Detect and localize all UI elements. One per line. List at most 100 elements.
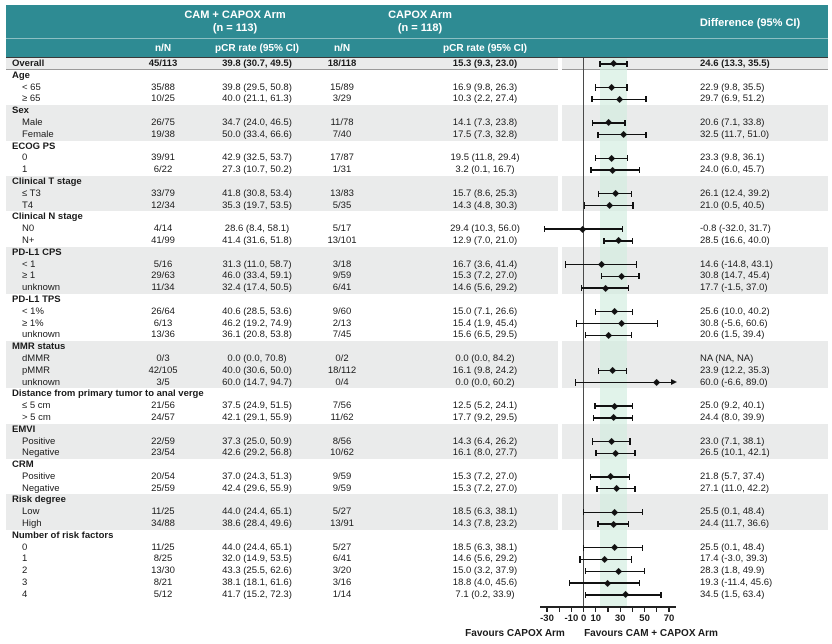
ci-cap-low: [583, 509, 585, 516]
ci-cap-low: [583, 544, 585, 551]
arm1-pcr-rate: 38.1 (18.1, 61.6): [222, 577, 292, 589]
table-body: Overall 45/113 39.8 (30.7, 49.5) 18/118 15.3…: [6, 58, 828, 601]
arm1-pcr-rate: 42.4 (29.6, 55.9): [222, 482, 292, 494]
axis-tick-label: 30: [614, 613, 626, 624]
difference-value: 17.7 (-1.5, 37.0): [700, 282, 768, 294]
arm2-pcr-rate: 14.3 (7.8, 23.2): [452, 518, 518, 530]
arm1-n-over-N: 35/88: [151, 81, 175, 93]
difference-value: 30.8 (14.7, 45.4): [700, 270, 770, 282]
arm1-pcr-rate: 37.3 (25.0, 50.9): [222, 435, 292, 447]
arm1-n-over-N: 8/21: [153, 577, 173, 589]
group-header-row: Clinical N stage: [6, 211, 828, 223]
arm2-n-over-N: 5/17: [332, 223, 352, 235]
arm1-pcr-rate: 44.0 (24.4, 65.1): [222, 541, 292, 553]
subgroup-label: T4: [22, 199, 34, 211]
arm2-n-over-N: 13/83: [330, 187, 354, 199]
difference-value: 34.5 (1.5, 63.4): [700, 588, 765, 600]
arm2-n-over-N: 2/13: [332, 317, 352, 329]
difference-value: 29.7 (6.9, 51.2): [700, 93, 765, 105]
arm1-n-over-N: 42/105: [148, 364, 178, 376]
subgroup-label: 1: [22, 553, 28, 565]
subgroup-data-row: Positive 22/59 37.3 (25.0, 50.9) 8/56 14.3 (…: [6, 435, 828, 448]
difference-value: 25.6 (10.0, 40.2): [700, 305, 770, 317]
ci-cap-low: [585, 568, 587, 575]
subgroup-data-row: 1 6/22 27.3 (10.7, 50.2) 1/31 3.2 (0.1, 16.7…: [6, 164, 828, 176]
arm2-n-over-N: 3/29: [332, 93, 352, 105]
arm2-pcr-rate: 14.1 (7.3, 23.8): [452, 116, 518, 128]
group-header-row: PD-L1 CPS: [6, 246, 828, 259]
ci-cap-low: [594, 155, 597, 162]
arm1-n-over-N: 26/75: [151, 116, 175, 128]
subgroup-label: pMMR: [22, 364, 50, 376]
ci-cap-low: [574, 379, 577, 386]
subgroup-label: Age: [12, 69, 30, 81]
subgroup-data-row: Male 26/75 34.7 (24.0, 46.5) 11/78 14.1 (7.3…: [6, 116, 828, 129]
arm1-n-over-N: 4/14: [153, 223, 173, 235]
group-header-row: CRM: [6, 459, 828, 471]
axis-tick-label: 10: [590, 613, 602, 624]
subgroup-data-row: < 1% 26/64 40.6 (28.5, 53.6) 9/60 15.0 (7.1,…: [6, 306, 828, 318]
arm1-n-over-N: 41/99: [151, 234, 175, 246]
difference-value: 19.3 (-11.4, 45.6): [700, 577, 773, 589]
arm2-pcr-rate: 15.3 (9.3, 23.0): [452, 58, 518, 69]
ci-cap-low: [583, 202, 585, 209]
ci-cap-high: [645, 96, 647, 103]
arm1-pcr-rate: 60.0 (14.7, 94.7): [222, 376, 292, 388]
ci-cap-high: [630, 190, 633, 197]
difference-value: 24.6 (13.3, 35.5): [700, 58, 770, 69]
axis-tick: [668, 607, 670, 612]
subgroup-label: EMVI: [12, 423, 36, 435]
subgroup-data-row: ≥ 65 10/25 40.0 (21.1, 61.3) 3/29 10.3 (2.2,…: [6, 93, 828, 105]
header-underline: [6, 57, 828, 58]
arm1-n-over-N: 11/25: [151, 541, 175, 553]
arm2-n-over-N: 3/16: [332, 577, 352, 589]
subgroup-data-row: unknown 11/34 32.4 (17.4, 50.5) 6/41 14.6 (5…: [6, 282, 828, 294]
difference-value: 21.0 (0.5, 40.5): [700, 199, 765, 211]
arm2-n-over-N: 9/59: [332, 470, 352, 482]
arm2-n-over-N: 7/56: [332, 400, 352, 412]
subgroup-data-row: ≤ 5 cm 21/56 37.5 (24.9, 51.5) 7/56 12.5 (5.…: [6, 400, 828, 412]
ci-cap-high: [638, 273, 640, 280]
subgroup-label: Risk degree: [12, 494, 66, 506]
arm2-n-over-N: 0/4: [335, 376, 349, 388]
difference-value: 21.8 (5.7, 37.4): [700, 470, 765, 482]
ci-cap-high: [634, 485, 636, 492]
arm2-n-over-N: 9/60: [332, 305, 352, 317]
arm1-n-over-N: 33/79: [151, 187, 175, 199]
ci-cap-low: [589, 473, 592, 481]
ci-cap-high: [624, 119, 626, 127]
difference-value: 27.1 (11.0, 42.2): [700, 482, 770, 494]
ci-cap-high: [643, 568, 646, 575]
arm1-pcr-rate: 34.7 (24.0, 46.5): [222, 116, 292, 128]
axis-tick: [595, 607, 597, 612]
arm1-n-over-N: 5/16: [153, 258, 173, 270]
group-header-row: Risk degree: [6, 494, 828, 507]
arm1-n-over-N: 6/13: [153, 317, 173, 329]
arm1-n-over-N: 11/25: [151, 506, 175, 518]
ci-cap-high: [627, 520, 629, 528]
ci-cap-low: [597, 131, 599, 138]
arm2-pcr-rate: 14.3 (4.8, 30.3): [452, 199, 518, 211]
difference-value: 20.6 (1.5, 39.4): [700, 329, 765, 341]
subgroup-label: 3: [22, 577, 28, 589]
arm2-n-over-N: 0/2: [335, 352, 349, 364]
ci-cap-low: [594, 84, 597, 91]
arm2-column-header: CAPOX Arm (n = 118): [330, 9, 510, 35]
arm1-pcr-rate: 42.1 (29.1, 55.9): [222, 411, 292, 423]
arm2-n-over-N: 5/27: [332, 541, 352, 553]
subgroup-data-row: Low 11/25 44.0 (24.4, 65.1) 5/27 18.5 (6.3, …: [6, 506, 828, 519]
arm1-n-over-N: 13/36: [151, 329, 175, 341]
arm2-n-over-N: 3/18: [332, 258, 352, 270]
arm1-pcr-rate: 43.3 (25.5, 62.6): [222, 565, 292, 577]
subgroup-data-row: 0 11/25 44.0 (24.4, 65.1) 5/27 18.5 (6.3, 38…: [6, 542, 828, 554]
difference-value: 23.9 (12.2, 35.3): [700, 364, 770, 376]
ci-cap-low: [598, 190, 600, 197]
arm2-pcr-rate: 15.0 (3.2, 37.9): [452, 565, 518, 577]
group-header-row: Age: [6, 70, 828, 82]
arm1-n-over-N: 11/34: [151, 282, 175, 294]
subgroup-data-row: < 1 5/16 31.3 (11.0, 58.7) 3/18 16.7 (3.6, 4…: [6, 258, 828, 271]
ci-arrowhead: [671, 379, 678, 385]
difference-value: NA (NA, NA): [700, 352, 754, 364]
arm2-pcr-rate: 15.4 (1.9, 45.4): [452, 317, 518, 329]
